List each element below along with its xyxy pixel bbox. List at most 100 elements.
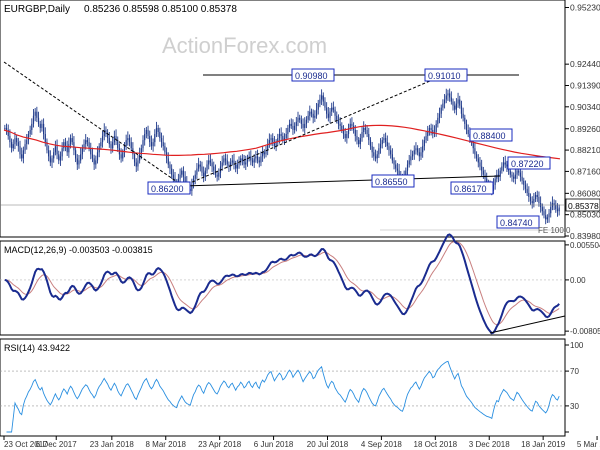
price-tick-label: 0.95230 [570, 2, 600, 12]
candle-body [194, 174, 196, 179]
label-08655: 0.86550 [371, 174, 415, 188]
candle-body [288, 123, 291, 128]
candle-body [278, 134, 281, 139]
candle-body [481, 166, 483, 171]
rsi-tick-label: 70 [570, 367, 579, 376]
candle-body [420, 152, 422, 157]
time-tick-label: 3 Dec 2018 [469, 440, 510, 449]
candle-body [509, 170, 511, 175]
candle-body [137, 160, 139, 167]
candle-body [211, 162, 213, 167]
candle-body [14, 138, 16, 145]
candle-body [534, 194, 537, 200]
candle-body [391, 154, 393, 161]
candle-body [417, 148, 419, 153]
candle-body [105, 129, 107, 135]
candle-body [147, 129, 149, 137]
time-tick-label: 5 Mar 2019 [577, 440, 600, 449]
candle-body [238, 162, 240, 165]
candle-body [37, 117, 40, 124]
candle-body [255, 156, 257, 159]
svg-text:0.91010: 0.91010 [428, 71, 461, 81]
candle-body [314, 115, 316, 118]
candle-body [36, 111, 38, 118]
candle-body [546, 217, 548, 220]
candle-body [42, 123, 45, 135]
candle-body [64, 142, 67, 147]
candle-body [310, 111, 313, 114]
candle-body [440, 107, 442, 114]
rsi-tick-label: 30 [570, 402, 579, 411]
candle-body [184, 176, 186, 183]
macd-main-line [4, 233, 560, 335]
candle-body [528, 192, 530, 197]
candle-body [287, 127, 289, 135]
svg-text:0.87220: 0.87220 [511, 159, 544, 169]
candle-body [29, 129, 31, 135]
candle-body [145, 129, 147, 135]
candle-body [395, 164, 397, 169]
candle-body [408, 160, 410, 165]
candle-body [39, 123, 41, 128]
time-tick-label: 8 Mar 2018 [146, 440, 187, 449]
candle-body [162, 142, 164, 147]
candle-body [272, 138, 274, 143]
candle-body [80, 154, 82, 161]
candle-body [230, 162, 232, 167]
candle-body [59, 156, 62, 161]
candle-body [329, 111, 331, 118]
candle-body [536, 194, 538, 197]
candle-body [423, 140, 425, 147]
candle-body [216, 174, 218, 177]
candle-body [115, 136, 117, 141]
candle-body [406, 164, 409, 171]
macd-tick-label: 0.00 [570, 276, 586, 285]
label-09098: 0.90980 [291, 68, 335, 82]
candle-body [123, 146, 126, 153]
candle-body [358, 140, 360, 145]
label-08617: 0.86170 [450, 181, 494, 195]
price-tick-label: 0.87160 [570, 166, 600, 176]
candle-body [66, 146, 68, 153]
candle-body [464, 117, 466, 124]
candle-body [354, 129, 356, 137]
candle-body [179, 174, 181, 179]
candle-body [127, 138, 129, 141]
candle-body [44, 134, 46, 143]
candle-body [160, 138, 163, 143]
candle-body [144, 134, 146, 141]
candle-body [182, 170, 185, 177]
price-tick-label: 0.89260 [570, 124, 600, 134]
candle-body [91, 154, 94, 159]
candle-body [462, 113, 464, 118]
candle-body [110, 144, 112, 149]
candle-body [467, 129, 469, 135]
candle-body [541, 207, 543, 212]
candle-body [410, 156, 412, 161]
candle-body [344, 134, 346, 139]
candle-body [32, 115, 35, 124]
candle-body [511, 174, 513, 177]
candle-body [159, 132, 161, 139]
candle-body [393, 160, 395, 165]
candle-body [499, 170, 501, 177]
candle-body [553, 203, 555, 206]
candle-body [203, 172, 205, 177]
fe-label: FE 100.0 [538, 226, 571, 235]
candle-body [302, 123, 304, 128]
candle-body [73, 142, 75, 151]
candle-body [371, 146, 373, 153]
candle-body [413, 150, 415, 155]
label-08620: 0.86200 [147, 181, 191, 195]
candle-body [83, 144, 85, 149]
candle-body [125, 140, 127, 147]
candle-body [231, 160, 233, 163]
price-tick-label: 0.92440 [570, 59, 600, 69]
candle-body [280, 134, 282, 137]
candle-body [258, 160, 260, 163]
candle-body [405, 170, 407, 177]
candle-body [425, 136, 427, 141]
candle-body [167, 158, 169, 165]
